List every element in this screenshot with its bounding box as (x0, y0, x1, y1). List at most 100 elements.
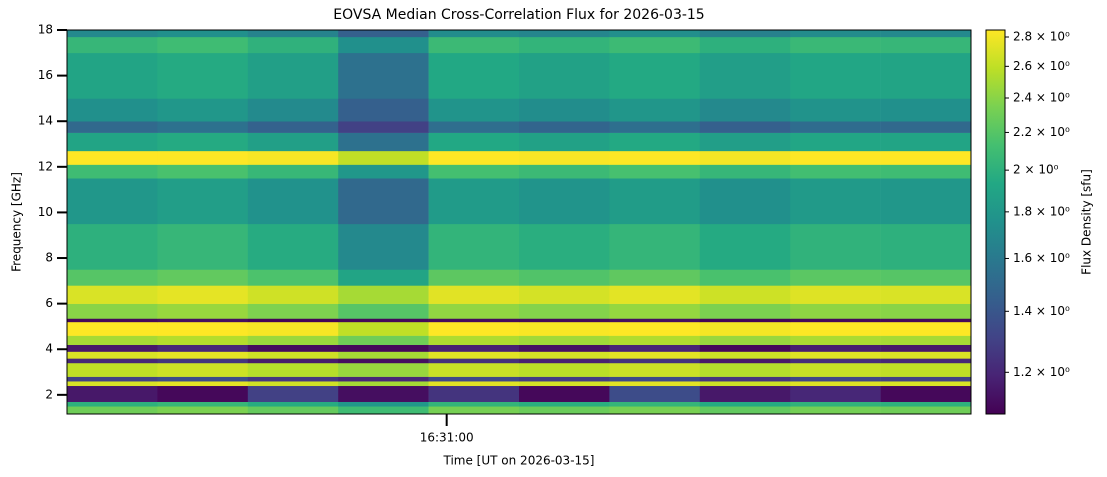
heatmap-cell (157, 351, 249, 359)
y-tick-label: 16 (38, 68, 53, 82)
heatmap-cell (247, 376, 339, 382)
heatmap-cell (609, 362, 701, 377)
y-tick-label: 6 (45, 296, 53, 310)
heatmap-cell (880, 285, 972, 304)
heatmap-cell (519, 269, 610, 286)
heatmap-cell (428, 223, 520, 270)
heatmap-cell (247, 351, 339, 359)
heatmap-cell (609, 358, 701, 364)
heatmap-cell (790, 164, 881, 179)
heatmap-cell (247, 303, 339, 319)
heatmap-cell (880, 376, 972, 382)
heatmap-cell (247, 285, 339, 304)
heatmap-cell (67, 223, 158, 270)
heatmap-cell (790, 376, 881, 382)
heatmap-cell (428, 150, 520, 165)
heatmap-cell (880, 318, 972, 323)
heatmap-cell (428, 36, 520, 54)
heatmap-cell (609, 376, 701, 382)
heatmap-cell (247, 36, 339, 54)
heatmap-cell (609, 164, 701, 179)
heatmap-cell (247, 385, 339, 402)
colorbar-tick-label: 2.4 × 10⁰ (1013, 91, 1070, 105)
heatmap-cell (67, 344, 158, 352)
heatmap-cell (428, 406, 520, 415)
heatmap-cell (790, 321, 881, 336)
heatmap-cell (157, 285, 249, 304)
heatmap-cell (428, 358, 520, 364)
heatmap-cell (247, 30, 339, 38)
heatmap-cell (880, 362, 972, 377)
heatmap-cell (609, 36, 701, 54)
heatmap-cell (880, 303, 972, 319)
heatmap-cell (880, 401, 972, 407)
heatmap-cell (157, 318, 249, 323)
heatmap-cell (428, 381, 520, 387)
heatmap-cell (519, 30, 610, 38)
heatmap-cell (338, 164, 429, 179)
heatmap-cell (519, 376, 610, 382)
heatmap-cell (157, 321, 249, 336)
heatmap-cell (338, 318, 429, 323)
heatmap-cell (609, 303, 701, 319)
heatmap-cell (790, 223, 881, 270)
heatmap-cell (609, 30, 701, 38)
heatmap-cell (880, 150, 972, 165)
heatmap-cell (428, 269, 520, 286)
heatmap-cell (519, 401, 610, 407)
heatmap-cell (157, 30, 249, 38)
heatmap-cell (790, 381, 881, 387)
heatmap-cell (67, 178, 158, 225)
y-tick-label: 18 (38, 23, 53, 37)
heatmap-cell (67, 30, 158, 38)
heatmap-cell (428, 401, 520, 407)
y-tick-label: 14 (38, 114, 53, 128)
heatmap-cell (247, 401, 339, 407)
heatmap-cell (699, 30, 791, 38)
heatmap-cell (428, 303, 520, 319)
heatmap-cell (157, 376, 249, 382)
heatmap-cell (428, 98, 520, 122)
heatmap-cell (699, 318, 791, 323)
heatmap-cell (338, 406, 429, 415)
heatmap-cell (247, 335, 339, 345)
heatmap-cell (880, 358, 972, 364)
heatmap-cell (67, 318, 158, 323)
heatmap-cell (428, 351, 520, 359)
heatmap-cell (880, 223, 972, 270)
heatmap-cell (338, 376, 429, 382)
heatmap-cell (247, 406, 339, 415)
heatmap-cell (519, 98, 610, 122)
heatmap-cell (880, 121, 972, 133)
heatmap-cell (157, 223, 249, 270)
heatmap-cell (428, 376, 520, 382)
heatmap-cell (428, 121, 520, 133)
chart-title: EOVSA Median Cross-Correlation Flux for … (333, 7, 704, 23)
heatmap-cell (519, 358, 610, 364)
heatmap-cell (519, 303, 610, 319)
heatmap-cell (699, 223, 791, 270)
heatmap-cell (699, 351, 791, 359)
heatmap-cell (67, 285, 158, 304)
heatmap-cell (338, 269, 429, 286)
x-tick-label: 16:31:00 (420, 431, 474, 445)
heatmap-cell (519, 318, 610, 323)
heatmap-cell (67, 335, 158, 345)
heatmap-cell (519, 344, 610, 352)
heatmap-cell (338, 30, 429, 38)
heatmap-cell (519, 321, 610, 336)
colorbar-tick-label: 1.4 × 10⁰ (1013, 304, 1070, 318)
heatmap-cell (157, 52, 249, 99)
heatmap-cell (157, 362, 249, 377)
heatmap-cell (699, 269, 791, 286)
heatmap-cell (699, 385, 791, 402)
heatmap-cell (157, 385, 249, 402)
heatmap-cell (247, 269, 339, 286)
heatmap-cell (790, 269, 881, 286)
heatmap-cell (880, 52, 972, 99)
heatmap-cell (699, 285, 791, 304)
heatmap-cell (519, 385, 610, 402)
y-tick-label: 2 (45, 387, 53, 401)
colorbar-tick-label: 2.6 × 10⁰ (1013, 59, 1070, 73)
heatmap-cell (428, 344, 520, 352)
